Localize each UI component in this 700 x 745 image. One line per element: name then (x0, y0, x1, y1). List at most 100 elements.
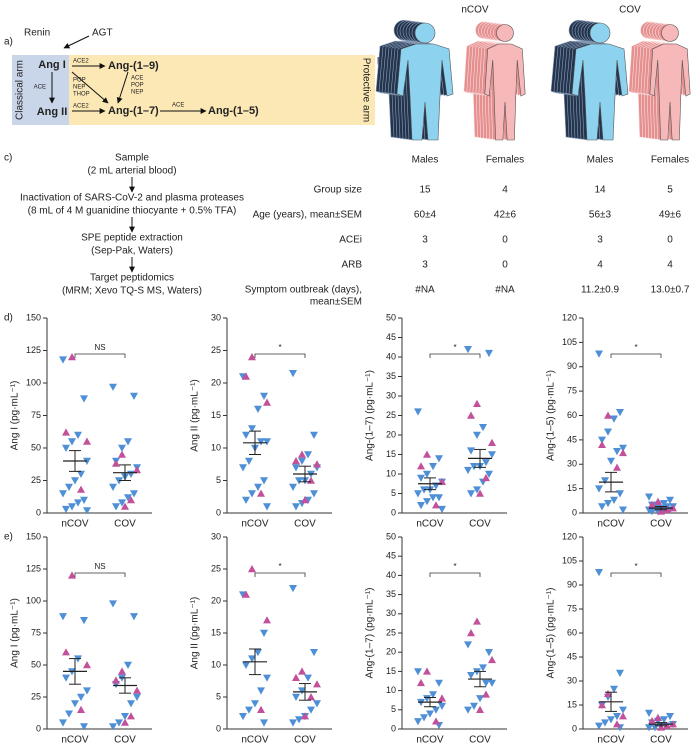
y-tick-label: 15 (211, 410, 221, 420)
female-point (298, 450, 306, 458)
male-point (68, 503, 76, 511)
flow-step: Sample (115, 153, 149, 164)
y-tick-label: 20 (386, 429, 396, 439)
male-point (83, 507, 91, 515)
y-tick-label: 75 (31, 627, 41, 637)
table-cell: 14 (594, 185, 606, 196)
male-point (298, 457, 306, 465)
male-point (260, 629, 268, 637)
male-point (464, 641, 472, 649)
y-tick-label: 125 (26, 345, 41, 355)
female-point (657, 507, 665, 515)
y-tick-label: 45 (567, 434, 577, 444)
male-point (467, 672, 475, 680)
male-point (68, 438, 76, 446)
table-cell: 42±6 (494, 210, 517, 221)
female-point (473, 617, 481, 625)
y-tick-label: 125 (26, 563, 41, 573)
y-axis-label: Ang-(1–5) (pg·mL⁻¹) (546, 370, 557, 461)
y-tick-label: 25 (211, 345, 221, 355)
enzyme-label: ACE2 (73, 104, 89, 110)
panel-label: c) (4, 153, 12, 164)
x-tick-label: nCOV (61, 735, 89, 745)
male-point (610, 496, 618, 504)
male-point (109, 723, 117, 731)
male-point (467, 447, 475, 455)
male-point (292, 693, 300, 701)
male-point (245, 457, 253, 465)
male-point (263, 674, 271, 682)
significance-label: * (278, 343, 281, 352)
y-tick-label: 0 (216, 507, 221, 517)
male-point (80, 723, 88, 731)
male-point (295, 716, 303, 724)
female-point (263, 398, 271, 406)
male-point (479, 664, 487, 672)
female-point (257, 705, 265, 713)
male-point (598, 436, 606, 444)
y-tick-label: 0 (36, 723, 41, 733)
x-tick-label: COV (650, 735, 672, 745)
female-point (242, 372, 250, 380)
male-point (298, 687, 306, 695)
male-point (289, 719, 297, 727)
enzyme-label: POP (131, 83, 144, 89)
female-point (613, 463, 621, 471)
male-point (488, 451, 496, 459)
table-cell: #NA (495, 285, 515, 296)
silhouette-head (414, 22, 436, 44)
y-tick-label: 30 (211, 531, 221, 541)
y-tick-label: 150 (26, 531, 41, 541)
male-point (435, 679, 443, 687)
male-point (124, 494, 132, 502)
female-point (248, 565, 256, 573)
male-point (242, 496, 250, 504)
y-tick-label: 15 (567, 699, 577, 709)
male-point (485, 349, 493, 358)
male-point (595, 722, 603, 730)
male-point (482, 679, 490, 687)
male-point (295, 477, 303, 485)
male-point (80, 496, 88, 504)
y-tick-label: 0 (36, 507, 41, 517)
silhouette-head (661, 24, 679, 42)
table-cell: 11.2±0.9 (581, 285, 620, 296)
male-point (248, 425, 256, 433)
table-cell: 15 (419, 185, 431, 196)
male-point (616, 490, 624, 498)
y-axis-label: Ang II (pg·mL⁻¹) (190, 379, 201, 452)
table-cell: 0 (667, 235, 673, 246)
silhouette-body (484, 43, 526, 141)
male-point (310, 431, 318, 439)
male-point (429, 494, 437, 502)
row-label: Age (years), mean±SEM (253, 210, 362, 221)
y-tick-label: 30 (386, 390, 396, 400)
y-tick-label: 30 (567, 459, 577, 469)
male-point (414, 668, 422, 676)
female-point (127, 496, 135, 504)
male-point (473, 486, 481, 494)
x-tick-label: COV (469, 735, 491, 745)
y-tick-label: 15 (211, 627, 221, 637)
significance-bracket (429, 353, 481, 358)
male-point (619, 506, 627, 514)
female-point (68, 353, 76, 361)
female-point (112, 676, 120, 684)
male-point (257, 687, 265, 695)
female-point (467, 629, 475, 637)
female-point (619, 448, 627, 457)
male-point (485, 470, 493, 478)
male-point (666, 496, 674, 504)
male-point (133, 693, 141, 701)
y-tick-label: 30 (386, 608, 396, 618)
male-point (435, 494, 443, 502)
y-tick-label: 25 (386, 627, 396, 637)
table-cell: 49±6 (659, 210, 682, 221)
male-point (130, 490, 138, 498)
x-tick-label: COV (294, 735, 316, 745)
male-point (80, 617, 88, 625)
enzyme-label: NEP (73, 85, 85, 91)
y-axis-label: Ang II (pg·mL⁻¹) (190, 597, 201, 670)
arrow (63, 35, 90, 49)
significance-label: * (278, 562, 281, 571)
